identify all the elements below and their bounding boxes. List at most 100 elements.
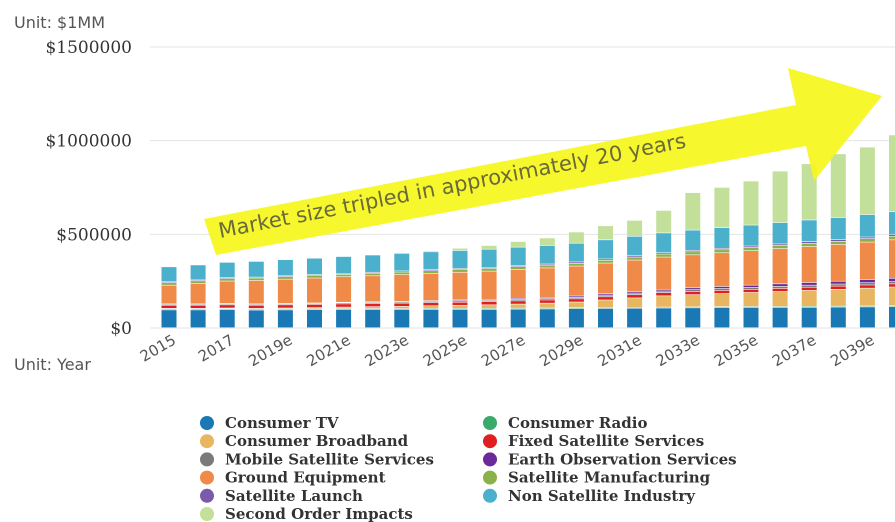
bar-segment	[830, 289, 846, 306]
bar-segment	[598, 295, 613, 297]
bar-segment	[685, 308, 701, 328]
bar-segment	[859, 242, 875, 280]
bar-segment	[830, 281, 846, 284]
bar-segment	[714, 288, 730, 291]
bar-segment	[481, 309, 497, 328]
x-tick-label: 2033e	[653, 331, 703, 370]
bar-segment	[772, 307, 788, 328]
bar-segment	[307, 307, 322, 309]
legend-label: Fixed Satellite Services	[508, 432, 704, 450]
bar-segment	[714, 187, 730, 228]
bar-segment	[161, 267, 177, 282]
bar-segment	[656, 210, 672, 233]
bar-segment	[598, 240, 613, 259]
bar-segment	[627, 291, 643, 293]
legend-marker	[483, 488, 497, 503]
bar-segment	[598, 308, 613, 328]
bar-segment	[859, 239, 875, 242]
bar-segment	[801, 282, 817, 285]
bar-segment	[714, 248, 730, 250]
bar-segment	[336, 309, 352, 328]
legend-marker	[200, 452, 214, 467]
bar-segment	[394, 253, 410, 271]
legend-label: Consumer TV	[225, 414, 339, 432]
bar-segment	[568, 296, 584, 298]
bar-segment	[714, 307, 730, 328]
legend-marker	[200, 488, 214, 503]
x-tick-label: 2029e	[536, 331, 586, 370]
bar-segment	[219, 278, 235, 281]
bar-segment	[714, 286, 730, 289]
x-tick-label: 2019e	[245, 331, 295, 370]
bar-segment	[859, 214, 875, 237]
bar-segment	[598, 297, 613, 300]
bar-segment	[743, 289, 759, 293]
bar-segment	[685, 230, 701, 251]
legend-label: Earth Observation Services	[508, 450, 737, 468]
bar-segment	[685, 252, 701, 255]
bar-segment	[772, 245, 788, 249]
bar-segment	[277, 310, 293, 328]
legend-marker	[483, 470, 497, 485]
bar-segment	[190, 305, 206, 309]
bar-segment	[859, 283, 875, 285]
bar-segment	[452, 250, 468, 269]
bar-segment	[190, 265, 206, 280]
bar-segment	[889, 236, 895, 240]
bar-segment	[598, 226, 613, 240]
bar-segment	[452, 302, 468, 306]
bar-segment	[656, 296, 672, 307]
bar-segment	[772, 171, 788, 223]
bar-segment	[423, 309, 439, 328]
bar-segment	[539, 245, 555, 264]
bar-segment	[889, 287, 895, 306]
bar-segment	[568, 266, 584, 296]
bar-segment	[772, 222, 788, 244]
bar-segment	[510, 241, 526, 247]
bar-segment	[336, 304, 352, 307]
bar-segment	[336, 303, 352, 304]
bar-segment	[627, 236, 643, 256]
bar-segment	[889, 135, 895, 212]
legend-marker	[200, 470, 214, 485]
bar-segment	[714, 227, 730, 248]
legend-label: Consumer Broadband	[225, 432, 409, 450]
bar-segment	[772, 284, 788, 286]
bar-segment	[510, 304, 526, 308]
y-unit-label: Unit: $1MM	[14, 13, 105, 32]
bar-segment	[830, 284, 846, 286]
legend: Consumer TV Consumer Radio Consumer Broadb…	[200, 414, 737, 522]
bar-segment	[627, 308, 643, 328]
bar-segment	[772, 291, 788, 307]
bar-segment	[481, 300, 497, 302]
bar-segment	[889, 307, 895, 328]
bar-segment	[277, 277, 293, 279]
bar-segment	[830, 307, 846, 328]
bar-segment	[336, 256, 352, 274]
bar-segment	[656, 291, 672, 293]
bar-segment	[539, 300, 555, 303]
bar-segment	[656, 308, 672, 328]
legend-marker	[200, 416, 214, 430]
y-axis-ticks: $0 $500000 $1000000 $1500000	[45, 38, 132, 339]
y-tick-label: $1000000	[45, 132, 132, 152]
bar-segment	[627, 260, 643, 292]
bar-segment	[190, 310, 206, 328]
bar-segment	[336, 277, 352, 302]
bar-segment	[859, 307, 875, 328]
bar-segment	[656, 253, 672, 254]
bar-segment	[801, 285, 817, 287]
bar-segment	[743, 246, 759, 248]
x-tick-label: 2017	[195, 331, 237, 366]
bar-segment	[510, 269, 526, 298]
bar-segment	[889, 284, 895, 287]
x-tick-label: 2039e	[827, 331, 877, 370]
bar-segment	[859, 147, 875, 215]
bar-segment	[743, 225, 759, 246]
bar-segment	[772, 248, 788, 284]
bar-segment	[161, 283, 177, 285]
legend-marker	[200, 507, 214, 521]
bar-segment	[394, 306, 410, 309]
legend-marker	[483, 452, 497, 467]
bar-segment	[568, 297, 584, 299]
